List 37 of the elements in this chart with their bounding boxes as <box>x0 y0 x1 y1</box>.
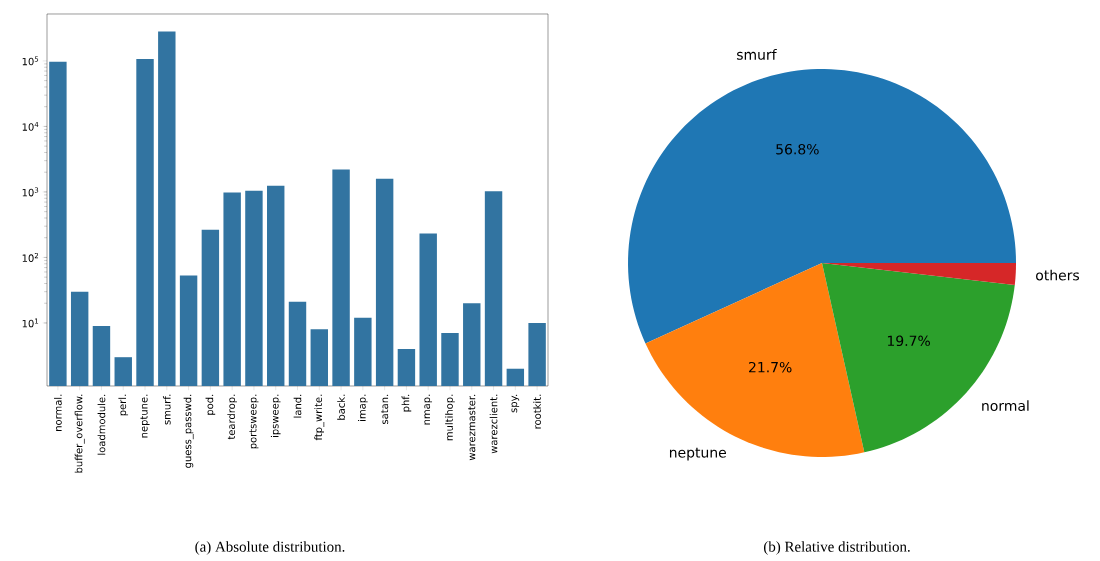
x-tick-label: multihop. <box>445 394 455 441</box>
x-tick-label: ipsweep. <box>270 394 281 438</box>
x-tick-label: neptune. <box>140 394 150 438</box>
data-label: 19.7% <box>887 335 930 347</box>
x-tick-label: spy. <box>511 394 520 413</box>
slice-label: neptune <box>669 447 726 461</box>
x-tick-label: satan. <box>381 394 389 425</box>
x-tick-label: nmap. <box>424 394 433 425</box>
x-tick-label: guess_passwd. <box>183 394 194 468</box>
x-tick-label: warezmaster. <box>468 394 476 461</box>
x-tick-label: smurf. <box>162 394 171 425</box>
x-tick-label: buffer_overflow. <box>74 394 85 473</box>
x-tick-label: phf. <box>401 394 412 412</box>
data-label: 21.7% <box>749 361 792 373</box>
y-tick-label: 10$^{1}$ <box>22 318 39 328</box>
x-tick-label: warezclient. <box>489 394 498 454</box>
x-tick-label: back. <box>337 394 345 420</box>
y-tick-label: 10$^{3}$ <box>22 187 39 197</box>
data-label: 56.8% <box>776 143 819 155</box>
slice-label: normal <box>982 400 1029 412</box>
x-tick-label: pod. <box>205 394 216 415</box>
x-tick-label: teardrop. <box>227 394 237 440</box>
x-tick-label: ftp_write. <box>314 394 325 441</box>
text: (a) Absolute distribution. <box>195 541 345 555</box>
slice-label: smurf <box>736 49 777 60</box>
x-tick-label: imap. <box>358 394 368 421</box>
slice-label: others <box>1036 269 1080 281</box>
x-tick-label: land. <box>293 394 302 418</box>
y-tick-label: 10$^{4}$ <box>22 121 39 131</box>
x-tick-label: perl. <box>118 394 129 416</box>
text: (b) Relative distribution. <box>764 541 910 555</box>
y-tick-label: 10$^{5}$ <box>22 56 39 66</box>
y-tick-label: 10$^{2}$ <box>22 252 39 262</box>
x-tick-label: portsweep. <box>249 394 259 449</box>
x-tick-label: rootkit. <box>533 394 541 429</box>
x-tick-label: normal. <box>54 394 62 431</box>
x-tick-label: loadmodule. <box>97 394 106 455</box>
